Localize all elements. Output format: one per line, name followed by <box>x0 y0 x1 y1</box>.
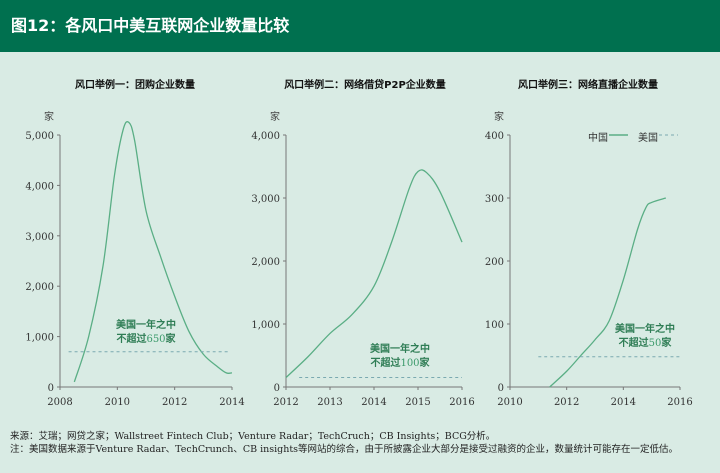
y-tick-label: 2,000 <box>251 257 280 268</box>
x-tick-label: 2014 <box>611 397 636 408</box>
y-unit-label: 家 <box>494 110 504 123</box>
x-tick-label: 2014 <box>361 397 386 408</box>
annotation-line2: 不超过100家 <box>370 356 430 369</box>
annotation-suffix: 家 <box>420 356 431 369</box>
y-tick-label: 0 <box>498 383 504 394</box>
y-tick-label: 1,000 <box>251 320 280 331</box>
annotation-prefix: 不超过 <box>619 336 649 349</box>
legend-china-label: 中国 <box>588 131 608 144</box>
annotation-number: 650 <box>146 334 165 345</box>
series-line-china <box>549 197 667 388</box>
series-line-china <box>73 120 233 383</box>
x-tick-label: 2012 <box>162 397 187 408</box>
y-unit-label: 家 <box>270 110 280 123</box>
footnote: 注：美国数据来源于Venture Radar、TechCrunch、CB ins… <box>10 444 679 455</box>
y-tick-label: 3,000 <box>251 194 280 205</box>
x-tick-label: 2015 <box>405 397 430 408</box>
x-tick-label: 2014 <box>219 397 244 408</box>
annotation-number: 50 <box>649 338 662 349</box>
x-tick-label: 2008 <box>47 397 72 408</box>
annotation-prefix: 不超过 <box>116 332 146 345</box>
legend-us-label: 美国 <box>638 131 658 144</box>
y-tick-label: 300 <box>485 194 504 205</box>
y-tick-label: 1,000 <box>25 333 54 344</box>
y-tick-label: 5,000 <box>25 131 54 142</box>
x-tick-label: 2012 <box>273 397 298 408</box>
annotation-number: 100 <box>400 358 419 369</box>
y-tick-label: 4,000 <box>251 131 280 142</box>
annotation-line1: 美国一年之中 <box>615 322 675 335</box>
y-tick-label: 2,000 <box>25 282 54 293</box>
annotation-line1: 美国一年之中 <box>370 342 430 355</box>
x-tick-label: 2010 <box>497 397 522 408</box>
y-unit-label: 家 <box>44 110 54 123</box>
x-tick-label: 2016 <box>667 397 692 408</box>
series-line-china <box>285 169 463 379</box>
chart-title: 风口举例二：网络借贷P2P企业数量 <box>284 78 446 91</box>
x-tick-label: 2010 <box>105 397 130 408</box>
figure-title: 图12：各风口中美互联网企业数量比较 <box>0 0 720 52</box>
y-tick-label: 0 <box>274 383 280 394</box>
x-tick-label: 2012 <box>554 397 579 408</box>
notes: 来源：艾瑞；网贷之家；Wallstreet Fintech Club；Ventu… <box>10 430 710 456</box>
annotation-line2: 不超过650家 <box>116 332 176 345</box>
y-tick-label: 3,000 <box>25 232 54 243</box>
x-tick-label: 2013 <box>317 397 342 408</box>
annotation-suffix: 家 <box>661 336 672 349</box>
source-note: 来源：艾瑞；网贷之家；Wallstreet Fintech Club；Ventu… <box>10 431 496 442</box>
annotation-prefix: 不超过 <box>370 356 400 369</box>
chart-title: 风口举例一：团购企业数量 <box>75 78 195 91</box>
x-tick-label: 2016 <box>449 397 474 408</box>
y-tick-label: 4,000 <box>25 181 54 192</box>
chart-title: 风口举例三：网络直播企业数量 <box>518 78 658 91</box>
y-tick-label: 0 <box>48 383 54 394</box>
annotation-line1: 美国一年之中 <box>116 318 176 331</box>
y-tick-label: 100 <box>485 320 504 331</box>
annotation-line2: 不超过50家 <box>619 336 673 349</box>
y-tick-label: 400 <box>485 131 504 142</box>
y-tick-label: 200 <box>485 257 504 268</box>
annotation-suffix: 家 <box>166 332 177 345</box>
